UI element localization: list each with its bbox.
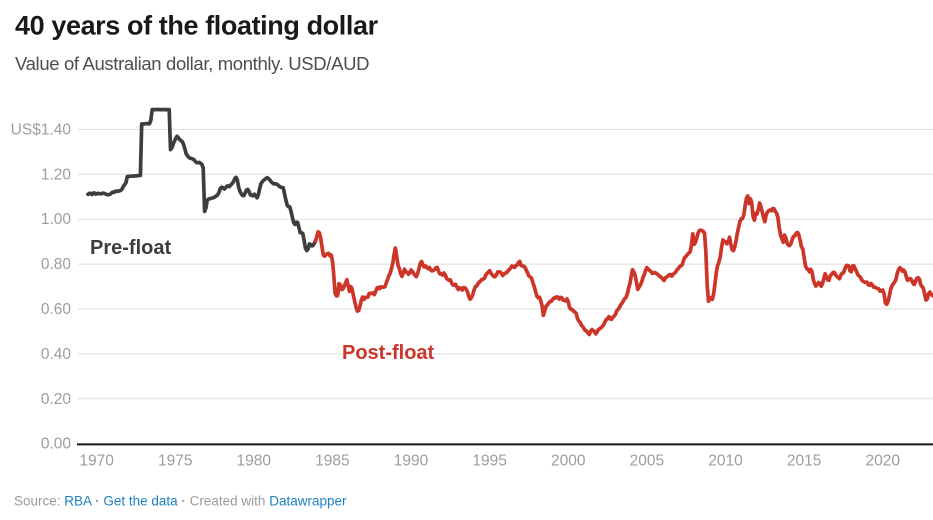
svg-text:Post-float: Post-float <box>342 342 435 364</box>
svg-text:1990: 1990 <box>394 453 429 470</box>
svg-text:2010: 2010 <box>708 453 743 470</box>
svg-text:0.60: 0.60 <box>41 301 72 318</box>
svg-text:1985: 1985 <box>315 453 349 470</box>
svg-text:Pre-float: Pre-float <box>90 237 171 259</box>
svg-text:2005: 2005 <box>630 453 664 470</box>
svg-text:0.00: 0.00 <box>41 436 72 453</box>
svg-text:2020: 2020 <box>865 453 900 470</box>
svg-text:1970: 1970 <box>79 453 114 470</box>
svg-text:2000: 2000 <box>551 453 586 470</box>
svg-text:Value of Australian dollar, mo: Value of Australian dollar, monthly. USD… <box>15 53 369 74</box>
svg-text:0.40: 0.40 <box>41 346 72 363</box>
svg-text:1.00: 1.00 <box>41 211 72 228</box>
svg-text:1975: 1975 <box>158 453 192 470</box>
svg-text:40 years of the floating dolla: 40 years of the floating dollar <box>15 10 379 40</box>
svg-text:2015: 2015 <box>787 453 821 470</box>
svg-text:0.80: 0.80 <box>41 256 72 273</box>
svg-text:0.20: 0.20 <box>41 391 72 408</box>
svg-text:1.20: 1.20 <box>41 166 72 183</box>
svg-text:US$1.40: US$1.40 <box>11 121 72 138</box>
svg-text:Source: RBA · Get the data · C: Source: RBA · Get the data · Created wit… <box>14 494 347 509</box>
svg-text:1980: 1980 <box>237 453 272 470</box>
svg-text:1995: 1995 <box>472 453 506 470</box>
